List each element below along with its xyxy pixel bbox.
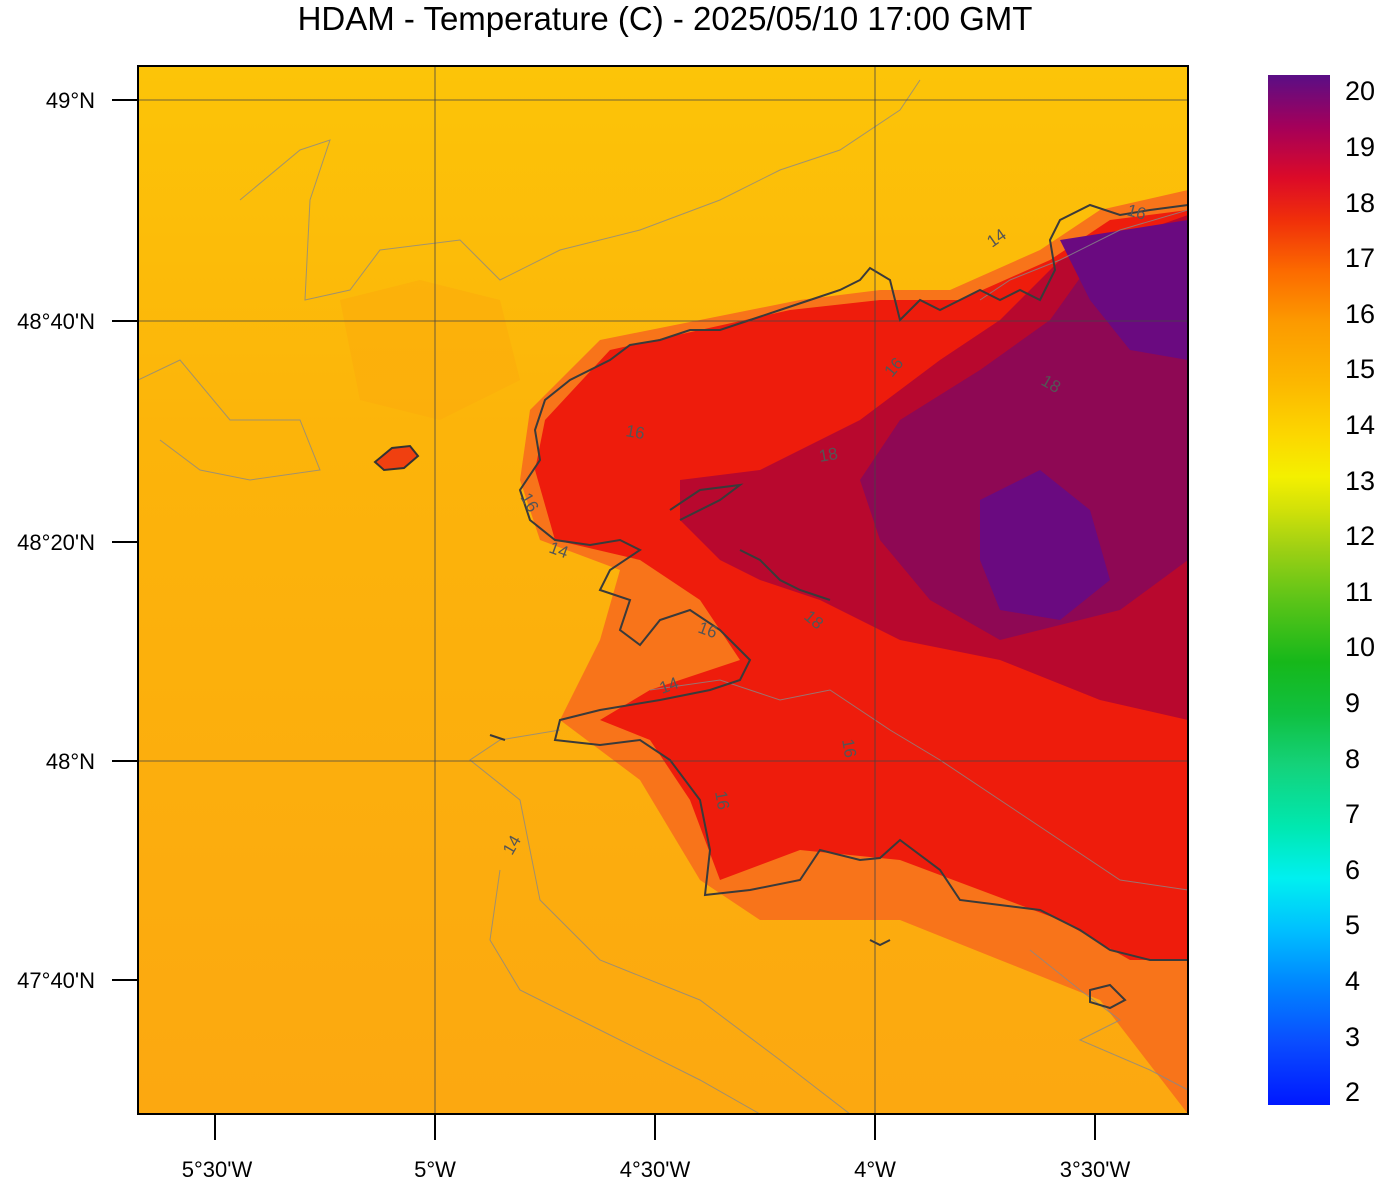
colorbar-label-7: 7 bbox=[1345, 799, 1360, 829]
colorbar-label-12: 12 bbox=[1345, 521, 1375, 551]
colorbar-label-6: 6 bbox=[1345, 855, 1360, 885]
graticule bbox=[138, 66, 1188, 1114]
lat-label-49n: 49°N bbox=[46, 88, 95, 113]
colorbar-label-19: 19 bbox=[1345, 132, 1375, 162]
lon-label-4w: 4°W bbox=[854, 1157, 896, 1180]
lon-label-5-30w: 5°30'W bbox=[182, 1157, 253, 1180]
colorbar-label-3: 3 bbox=[1345, 1022, 1360, 1052]
colorbar-labels: 20 19 18 17 16 15 14 13 12 11 10 9 8 7 6… bbox=[1345, 76, 1375, 1107]
lon-label-3-30w: 3°30'W bbox=[1060, 1157, 1131, 1180]
contour-label: 16 bbox=[1125, 201, 1148, 224]
colorbar-label-10: 10 bbox=[1345, 632, 1375, 662]
lat-label-48-40n: 48°40'N bbox=[17, 309, 95, 334]
colorbar-label-14: 14 bbox=[1345, 410, 1375, 440]
lat-label-48-20n: 48°20'N bbox=[17, 530, 95, 555]
temperature-field bbox=[138, 66, 1188, 1114]
colorbar-label-2: 2 bbox=[1345, 1077, 1360, 1107]
contour-label: 16 bbox=[624, 421, 646, 443]
coastline bbox=[489, 203, 1188, 1010]
colorbar-label-13: 13 bbox=[1345, 466, 1375, 496]
colorbar-label-11: 11 bbox=[1345, 577, 1373, 607]
contour-label: 18 bbox=[817, 444, 839, 466]
lon-label-4-30w: 4°30'W bbox=[620, 1157, 691, 1180]
lat-label-47-40n: 47°40'N bbox=[17, 968, 95, 993]
colorbar-label-15: 15 bbox=[1345, 354, 1375, 384]
contour-lines bbox=[138, 79, 1188, 1114]
lon-label-5w: 5°W bbox=[414, 1157, 456, 1180]
contour-label: 16 bbox=[711, 789, 733, 811]
colorbar-label-17: 17 bbox=[1345, 243, 1375, 273]
colorbar-label-5: 5 bbox=[1345, 910, 1360, 940]
colorbar-label-9: 9 bbox=[1345, 688, 1360, 718]
colorbar-label-16: 16 bbox=[1345, 299, 1375, 329]
latitude-ticks bbox=[112, 99, 138, 981]
contour-label: 16 bbox=[838, 737, 860, 759]
longitude-ticks bbox=[214, 1114, 1096, 1140]
colorbar bbox=[1268, 75, 1330, 1105]
colorbar-label-8: 8 bbox=[1345, 744, 1360, 774]
colorbar-label-18: 18 bbox=[1345, 188, 1375, 218]
colorbar-label-20: 20 bbox=[1345, 76, 1375, 106]
lat-label-48n: 48°N bbox=[46, 749, 95, 774]
colorbar-label-4: 4 bbox=[1345, 966, 1360, 996]
map-title: HDAM - Temperature (C) - 2025/05/10 17:0… bbox=[297, 0, 1033, 37]
map-frame bbox=[137, 65, 1189, 1115]
